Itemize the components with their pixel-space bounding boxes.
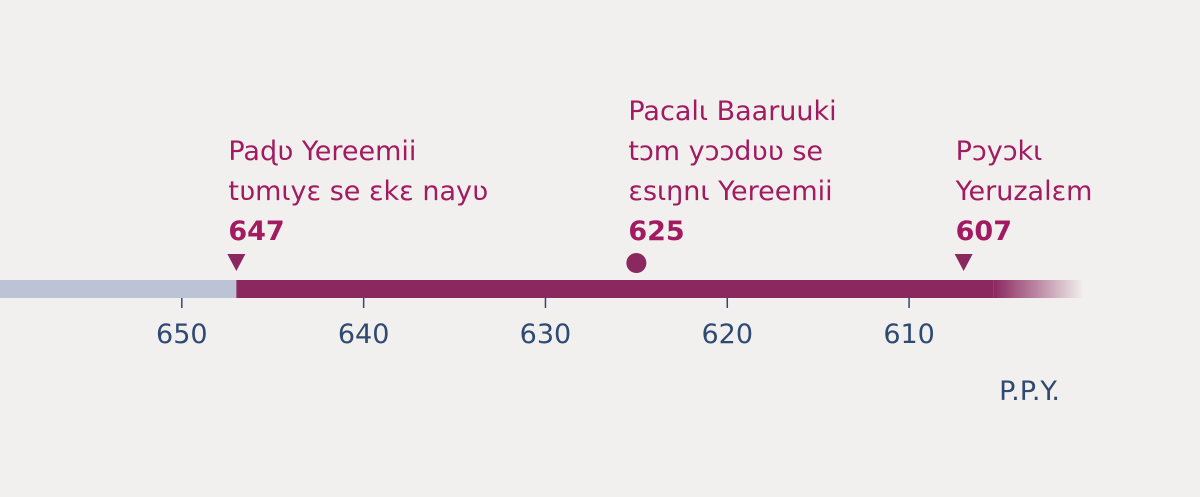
x-tick-label: 640 xyxy=(338,319,390,350)
axis-label: P.P.Y. xyxy=(999,376,1060,407)
x-tick-label: 620 xyxy=(701,319,753,350)
event-label: Yeruzalɛm xyxy=(955,176,1093,207)
event-label: Pɔyɔkɩ xyxy=(956,136,1043,167)
event-label: Paɖʋ Yereemii xyxy=(228,136,416,167)
event-label: tɔm yɔɔdʋʋ se xyxy=(628,136,823,167)
event-year: 607 xyxy=(956,216,1012,247)
event-label: Pacalɩ Baaruuki xyxy=(628,96,836,127)
event-year: 647 xyxy=(228,216,284,247)
event-marker xyxy=(227,254,246,271)
era-before xyxy=(0,280,237,298)
x-tick-label: 650 xyxy=(156,319,208,350)
era-fade xyxy=(993,280,1084,298)
event-year: 625 xyxy=(628,216,684,247)
x-tick-label: 630 xyxy=(520,319,572,350)
event-label: ɛsɩŋnɩ Yereemii xyxy=(628,176,832,207)
event-marker xyxy=(626,253,647,273)
event-marker xyxy=(954,254,973,271)
era-after xyxy=(236,280,994,298)
x-tick-label: 610 xyxy=(883,319,935,350)
event-label: tʋmɩyɛ se ɛkɛ nayʋ xyxy=(228,176,488,207)
